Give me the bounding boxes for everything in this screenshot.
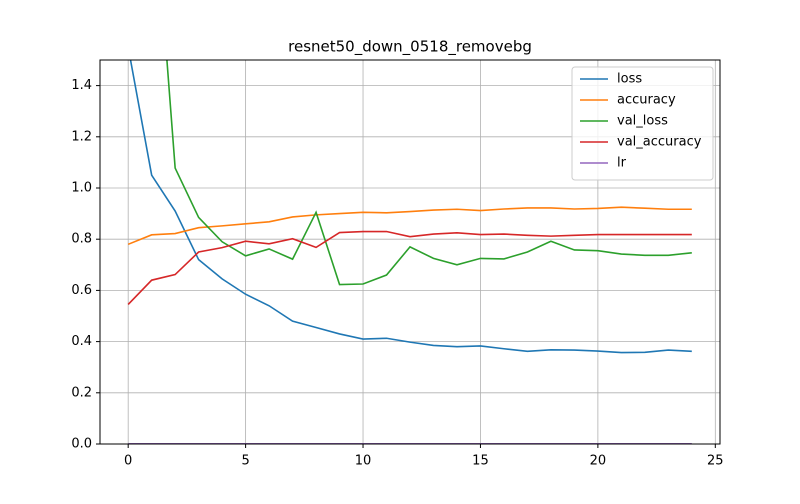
y-tick-label: 0.8 xyxy=(71,232,92,247)
legend-label: loss xyxy=(617,72,642,87)
series-line xyxy=(129,60,692,354)
y-tick-label: 0.4 xyxy=(71,334,92,349)
series-line xyxy=(166,60,692,286)
x-tick-label: 10 xyxy=(355,454,372,469)
legend-label: lr xyxy=(617,156,627,171)
legend-label: val_accuracy xyxy=(617,135,702,150)
x-tick-label: 15 xyxy=(472,454,489,469)
grid-layer xyxy=(100,60,720,445)
x-tick-label: 20 xyxy=(590,454,607,469)
legend-box xyxy=(571,66,714,181)
x-tick-label: 5 xyxy=(241,454,249,469)
plot-frame xyxy=(99,59,721,445)
legend-label: accuracy xyxy=(617,93,676,108)
series-line xyxy=(127,230,692,306)
x-tick-label: 0 xyxy=(124,454,132,469)
chart-title: resnet50_down_0518_removebg xyxy=(288,38,532,57)
y-tick-label: 1.2 xyxy=(71,129,92,144)
ticks-layer: 0 5 10 15 20 25 0.0 0.2 0.4 0.6 0.8 1.0 1.2 1.4 xyxy=(71,78,723,468)
y-tick-label: 0.2 xyxy=(71,385,92,400)
series-line xyxy=(127,206,692,246)
legend-label: val_loss xyxy=(617,114,668,129)
y-tick-label: 0.6 xyxy=(71,283,92,298)
x-tick-label: 25 xyxy=(707,454,724,469)
y-tick-label: 0.0 xyxy=(71,437,92,452)
y-tick-label: 1.4 xyxy=(71,78,92,93)
y-tick-label: 1.0 xyxy=(71,181,92,196)
